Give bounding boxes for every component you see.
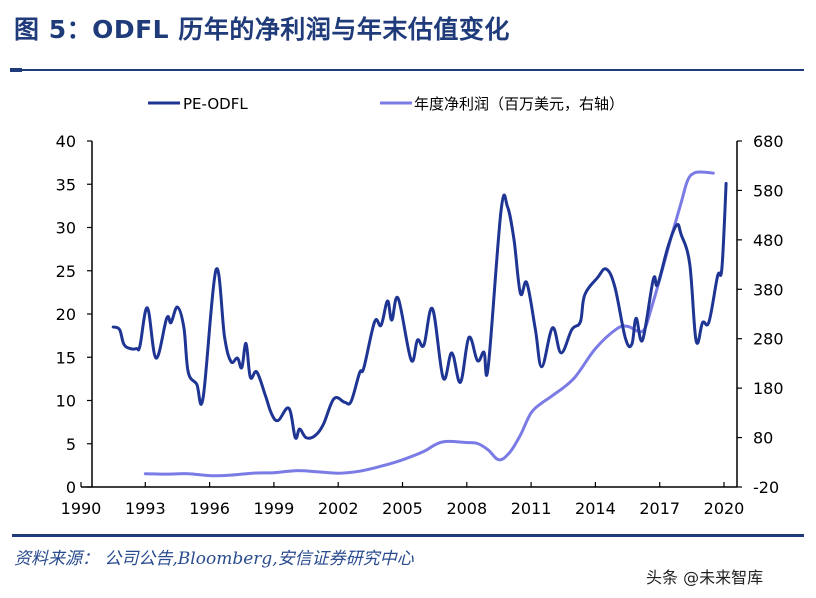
x-tick-label: 2014 [575,499,616,518]
y-tick-label-right: 180 [753,379,784,398]
y-tick-label-left: 35 [56,175,76,194]
y-tick-label-left: 15 [56,348,76,367]
y-tick-label-right: 680 [753,132,784,151]
series-line-net-profit [143,170,715,478]
source-note: 资料来源： 公司公告,Bloomberg,安信证券研究中心 [14,549,414,569]
y-tick-label-left: 0 [66,478,76,497]
y-tick-label-left: 25 [56,262,76,281]
title-divider [10,68,804,72]
x-tick-label: 2008 [446,499,487,518]
y-tick-label-right: 380 [753,280,784,299]
chart: PE-ODFL 年度净利润（百万美元，右轴） 0 5 10 15 20 25 30 35 40 -… [56,95,784,518]
x-tick-label: 1999 [254,499,295,518]
y-tick-label-right: 80 [753,429,773,448]
y-tick-label-left: 40 [56,132,76,151]
x-tick-label: 1996 [189,499,230,518]
x-tick-label: 2017 [639,499,680,518]
y-tick-label-left: 30 [56,219,76,238]
figure-title: 图 5：ODFL 历年的净利润与年末估值变化 [14,15,510,44]
x-tick-label: 1990 [61,499,102,518]
y-tick-label-right: 280 [753,330,784,349]
legend-label-pe: PE-ODFL [183,95,248,113]
watermark: 头条 @未来智库 [646,568,764,587]
axes: 0 5 10 15 20 25 30 35 40 -20 80 180 280 380 480 580 680 1… [56,132,784,518]
y-tick-label-right: -20 [753,478,779,497]
x-tick-label: 1993 [125,499,166,518]
x-tick-label: 2020 [704,499,745,518]
legend: PE-ODFL 年度净利润（百万美元，右轴） [148,95,624,113]
x-tick-label: 2002 [318,499,359,518]
y-tick-label-left: 10 [56,392,76,411]
series-lines [111,170,728,478]
legend-label-profit: 年度净利润（百万美元，右轴） [414,95,624,113]
y-tick-label-left: 20 [56,305,76,324]
series-line-pe-odfl [111,181,728,440]
y-tick-label-right: 580 [753,181,784,200]
x-tick-label: 2011 [511,499,552,518]
y-tick-label-right: 480 [753,231,784,250]
x-tick-label: 2005 [382,499,423,518]
y-tick-label-left: 5 [66,435,76,454]
footer-divider [12,534,804,537]
